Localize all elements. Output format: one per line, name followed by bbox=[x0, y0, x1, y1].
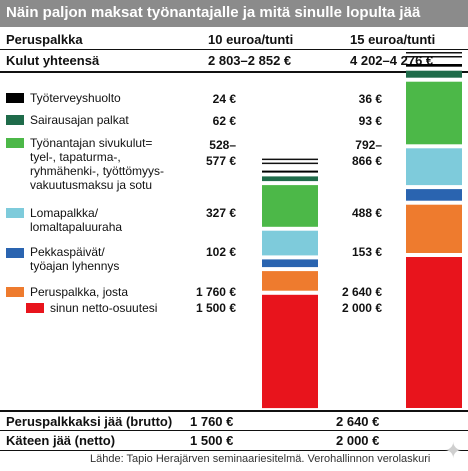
chart-title: Näin paljon maksat työnantajalle ja mitä… bbox=[6, 4, 421, 21]
legend-swatch-sairausajan-palkat bbox=[6, 115, 24, 125]
value-label-col2: 792– 866 € bbox=[351, 138, 382, 168]
divider bbox=[0, 430, 468, 431]
footer-label-brutto: Peruspalkkaksi jää (brutto) bbox=[6, 414, 173, 429]
legend-label-tyoterveyshuolto: Työterveyshuolto bbox=[30, 91, 121, 105]
bar-cap-line bbox=[262, 162, 318, 165]
value-label-col1: 327 € bbox=[205, 206, 236, 220]
value-label-col2: 36 € bbox=[358, 92, 382, 106]
star-logo-icon: ✦ bbox=[444, 438, 463, 463]
source-note: Lähde: Tapio Herajärven seminaariesitelm… bbox=[90, 453, 431, 465]
value-label-col1: 1 760 € bbox=[195, 285, 236, 299]
value-label-col1: 1 500 € bbox=[195, 301, 236, 315]
value-label-col2: 93 € bbox=[358, 114, 382, 128]
value-label-col2: 488 € bbox=[351, 206, 382, 220]
bar-cap-line bbox=[262, 158, 318, 161]
bar-segment bbox=[406, 189, 462, 201]
legend-label-sairausajan-palkat: Sairausajan palkat bbox=[30, 113, 129, 127]
bar-segment bbox=[406, 64, 462, 67]
footer-brutto-col1: 1 760 € bbox=[190, 414, 234, 429]
value-label-col1: 62 € bbox=[212, 114, 236, 128]
bar-segment bbox=[406, 70, 462, 78]
value-label-col1: 24 € bbox=[212, 92, 236, 106]
bar-segment bbox=[262, 259, 318, 268]
footer-netto-col1: 1 500 € bbox=[190, 433, 234, 448]
chart-header: Näin paljon maksat työnantajalle ja mitä… bbox=[0, 0, 468, 27]
value-label-col2: 2 640 € bbox=[341, 285, 382, 299]
legend-label-sivukulut: Työnantajan sivukulut= tyel-, tapaturma-… bbox=[30, 136, 165, 192]
legend-swatch-pekkaspaivat bbox=[6, 248, 24, 258]
footer-netto-col2: 2 000 € bbox=[336, 433, 380, 448]
value-label-col1: 528– 577 € bbox=[205, 138, 236, 168]
footer-brutto-col2: 2 640 € bbox=[336, 414, 380, 429]
legend-swatch-lomapalkka bbox=[6, 208, 24, 218]
value-label-col2: 153 € bbox=[351, 245, 382, 259]
legend-swatch-tyoterveyshuolto bbox=[6, 93, 24, 103]
divider bbox=[0, 71, 468, 73]
bar-segment bbox=[406, 148, 462, 186]
legend-label-pekkaspaivat: Pekkaspäivät/ työajan lyhennys bbox=[30, 245, 120, 273]
legend-label-peruspalkka: Peruspalkka, josta bbox=[30, 285, 129, 299]
divider bbox=[0, 49, 468, 50]
row-label-totals: Kulut yhteensä bbox=[6, 53, 100, 68]
legend-swatch-sivukulut bbox=[6, 138, 24, 148]
bar-segment bbox=[262, 176, 318, 182]
divider bbox=[0, 410, 468, 412]
bar-cap-line bbox=[406, 56, 462, 58]
bar-segment bbox=[262, 230, 318, 256]
legend-label-netto: sinun netto-osuutesi bbox=[50, 301, 158, 315]
bar-segment bbox=[262, 271, 318, 291]
column-header-10: 10 euroa/tunti bbox=[208, 32, 294, 47]
divider bbox=[0, 450, 468, 451]
value-label-col2: 2 000 € bbox=[341, 301, 382, 315]
legend-swatch-netto bbox=[26, 303, 44, 313]
bar-segment bbox=[406, 204, 462, 253]
legend-label-lomapalkka: Lomapalkka/ lomaltapaluuraha bbox=[30, 206, 123, 234]
bar-cap-line bbox=[406, 52, 462, 54]
bar-segment bbox=[262, 185, 318, 227]
total-10: 2 803–2 852 € bbox=[208, 53, 292, 68]
bar-segment bbox=[262, 294, 318, 409]
bar-segment bbox=[262, 170, 318, 173]
legend-swatch-peruspalkka bbox=[6, 287, 24, 297]
footer-label-netto: Käteen jää (netto) bbox=[6, 433, 116, 448]
bar-segment bbox=[406, 81, 462, 145]
row-label-peruspalkka: Peruspalkka bbox=[6, 32, 83, 47]
value-label-col1: 102 € bbox=[205, 245, 236, 259]
bar-segment bbox=[406, 257, 462, 408]
column-header-15: 15 euroa/tunti bbox=[350, 32, 436, 47]
